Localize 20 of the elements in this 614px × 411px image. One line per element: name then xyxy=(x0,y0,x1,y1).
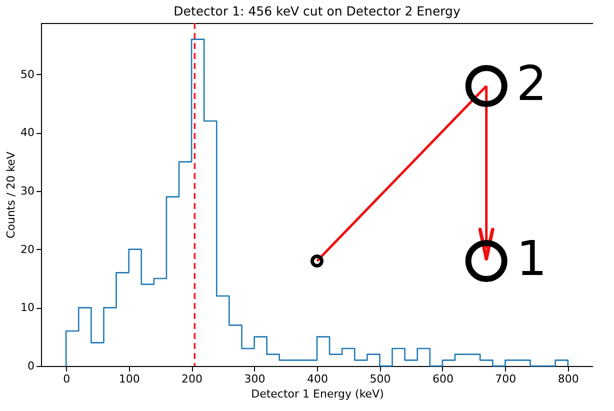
y-tick-label: 50 xyxy=(20,68,34,81)
annotation: 1 xyxy=(516,231,547,287)
x-tick-label: 0 xyxy=(63,372,70,386)
y-tick-label: 40 xyxy=(20,126,34,140)
x-tick-label: 600 xyxy=(432,372,454,386)
annotation: 2 xyxy=(516,56,547,112)
x-tick-label: 700 xyxy=(495,372,516,386)
x-tick-label: 300 xyxy=(244,372,266,386)
y-axis-title: Counts / 20 keV xyxy=(4,151,18,238)
x-tick-label: 400 xyxy=(307,372,328,386)
x-tick-label: 100 xyxy=(118,372,140,386)
y-tick-label: 20 xyxy=(20,242,34,256)
y-tick-label: 30 xyxy=(20,184,34,198)
x-tick-label: 200 xyxy=(182,372,203,386)
x-tick-label: 500 xyxy=(370,372,391,386)
x-tick-label: 800 xyxy=(558,372,579,386)
y-tick-label: 0 xyxy=(28,360,34,372)
chart-title: Detector 1: 456 keV cut on Detector 2 Energy xyxy=(174,4,461,19)
y-tick-label: 10 xyxy=(20,301,34,314)
x-axis-title: Detector 1 Energy (keV) xyxy=(251,388,384,400)
